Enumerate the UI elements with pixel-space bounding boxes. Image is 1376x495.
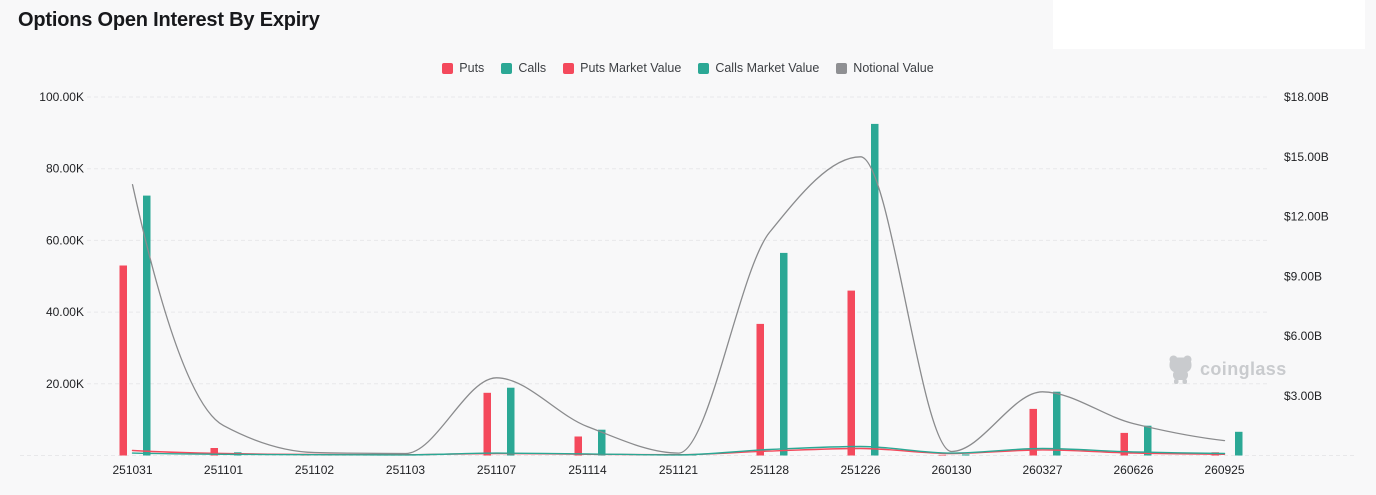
right-axis-tick-label: $6.00B bbox=[1284, 329, 1322, 343]
left-axis-tick-label: 40.00K bbox=[46, 305, 84, 319]
bar-puts-260130[interactable] bbox=[938, 454, 947, 456]
legend-swatch bbox=[442, 62, 454, 74]
bar-calls-260327[interactable] bbox=[1053, 391, 1061, 456]
chart-legend: Puts Calls Puts Market Value Calls Market V… bbox=[0, 61, 1376, 75]
x-axis-label: 260327 bbox=[1022, 463, 1062, 477]
right-axis-tick-label: $12.00B bbox=[1284, 210, 1329, 224]
bar-puts-251128[interactable] bbox=[756, 323, 765, 456]
bar-puts-251031[interactable] bbox=[119, 265, 128, 456]
x-axis-label: 260626 bbox=[1113, 463, 1153, 477]
x-axis-label: 251121 bbox=[659, 463, 698, 477]
bar-calls-251128[interactable] bbox=[780, 252, 788, 456]
legend-item-puts-market-value[interactable]: Puts Market Value bbox=[563, 61, 681, 75]
bar-puts-260327[interactable] bbox=[1029, 408, 1038, 456]
bar-calls-260925[interactable] bbox=[1235, 431, 1243, 456]
bar-puts-251114[interactable] bbox=[574, 436, 583, 456]
header-white-panel bbox=[1053, 0, 1365, 49]
x-axis-label: 251107 bbox=[477, 463, 516, 477]
gridlines bbox=[20, 96, 1356, 456]
left-axis-tick-label: 80.00K bbox=[46, 162, 84, 176]
x-axis-label: 251031 bbox=[112, 463, 152, 477]
left-axis-tick-label: 100.00K bbox=[39, 90, 84, 104]
right-axis-tick-label: $9.00B bbox=[1284, 269, 1322, 283]
bar-puts-260626[interactable] bbox=[1120, 432, 1129, 456]
notional-value-line[interactable] bbox=[131, 156, 1226, 455]
legend-item-puts[interactable]: Puts bbox=[442, 61, 484, 75]
left-axis-labels: 100.00K 80.00K 60.00K 40.00K 20.00K bbox=[39, 90, 84, 391]
x-axis-label: 251226 bbox=[840, 463, 880, 477]
legend-swatch bbox=[563, 62, 575, 74]
right-axis-tick-label: $15.00B bbox=[1284, 150, 1329, 164]
calls-market-value-line[interactable] bbox=[131, 445, 1226, 456]
bar-calls-260626[interactable] bbox=[1144, 425, 1152, 456]
right-axis-tick-label: $18.00B bbox=[1284, 90, 1329, 104]
legend-label: Puts bbox=[459, 61, 485, 75]
left-axis-tick-label: 60.00K bbox=[46, 233, 84, 247]
x-axis-labels: 251031 251101 251102 251103 251107 251114 2511… bbox=[112, 463, 1244, 477]
x-axis-label: 251102 bbox=[295, 463, 334, 477]
legend-item-notional-value[interactable]: Notional Value bbox=[836, 61, 934, 75]
legend-label: Calls Market Value bbox=[715, 61, 820, 75]
page-title: Options Open Interest By Expiry bbox=[18, 9, 320, 31]
legend-item-calls-market-value[interactable]: Calls Market Value bbox=[698, 61, 819, 75]
legend-label: Puts Market Value bbox=[580, 61, 682, 75]
legend-label: Notional Value bbox=[853, 61, 934, 75]
legend-swatch bbox=[836, 62, 848, 74]
x-axis-label: 251128 bbox=[750, 463, 789, 477]
bar-calls-251107[interactable] bbox=[507, 387, 515, 456]
x-axis-label: 251101 bbox=[204, 463, 243, 477]
bar-calls-251031[interactable] bbox=[143, 195, 151, 456]
bar-puts-251226[interactable] bbox=[847, 290, 856, 456]
legend-item-calls[interactable]: Calls bbox=[501, 61, 546, 75]
line-series bbox=[131, 156, 1226, 456]
bar-calls-260130[interactable] bbox=[962, 454, 970, 456]
legend-swatch bbox=[698, 62, 710, 74]
bar-calls-251226[interactable] bbox=[871, 123, 879, 456]
right-axis-labels: $18.00B $15.00B $12.00B $9.00B $6.00B $3.00B bbox=[1284, 90, 1329, 403]
legend-label: Calls bbox=[518, 61, 547, 75]
left-axis-tick-label: 20.00K bbox=[46, 377, 84, 391]
bar-calls-251114[interactable] bbox=[598, 429, 606, 456]
right-axis-tick-label: $3.00B bbox=[1284, 389, 1322, 403]
x-axis-label: 260925 bbox=[1204, 463, 1244, 477]
x-axis-label: 251103 bbox=[386, 463, 425, 477]
x-axis-label: 260130 bbox=[931, 463, 971, 477]
bar-puts-251107[interactable] bbox=[483, 392, 492, 456]
bar-puts-251101[interactable] bbox=[210, 448, 219, 456]
x-axis-label: 251114 bbox=[568, 463, 607, 477]
legend-swatch bbox=[501, 62, 513, 74]
bar-series bbox=[119, 123, 1243, 456]
